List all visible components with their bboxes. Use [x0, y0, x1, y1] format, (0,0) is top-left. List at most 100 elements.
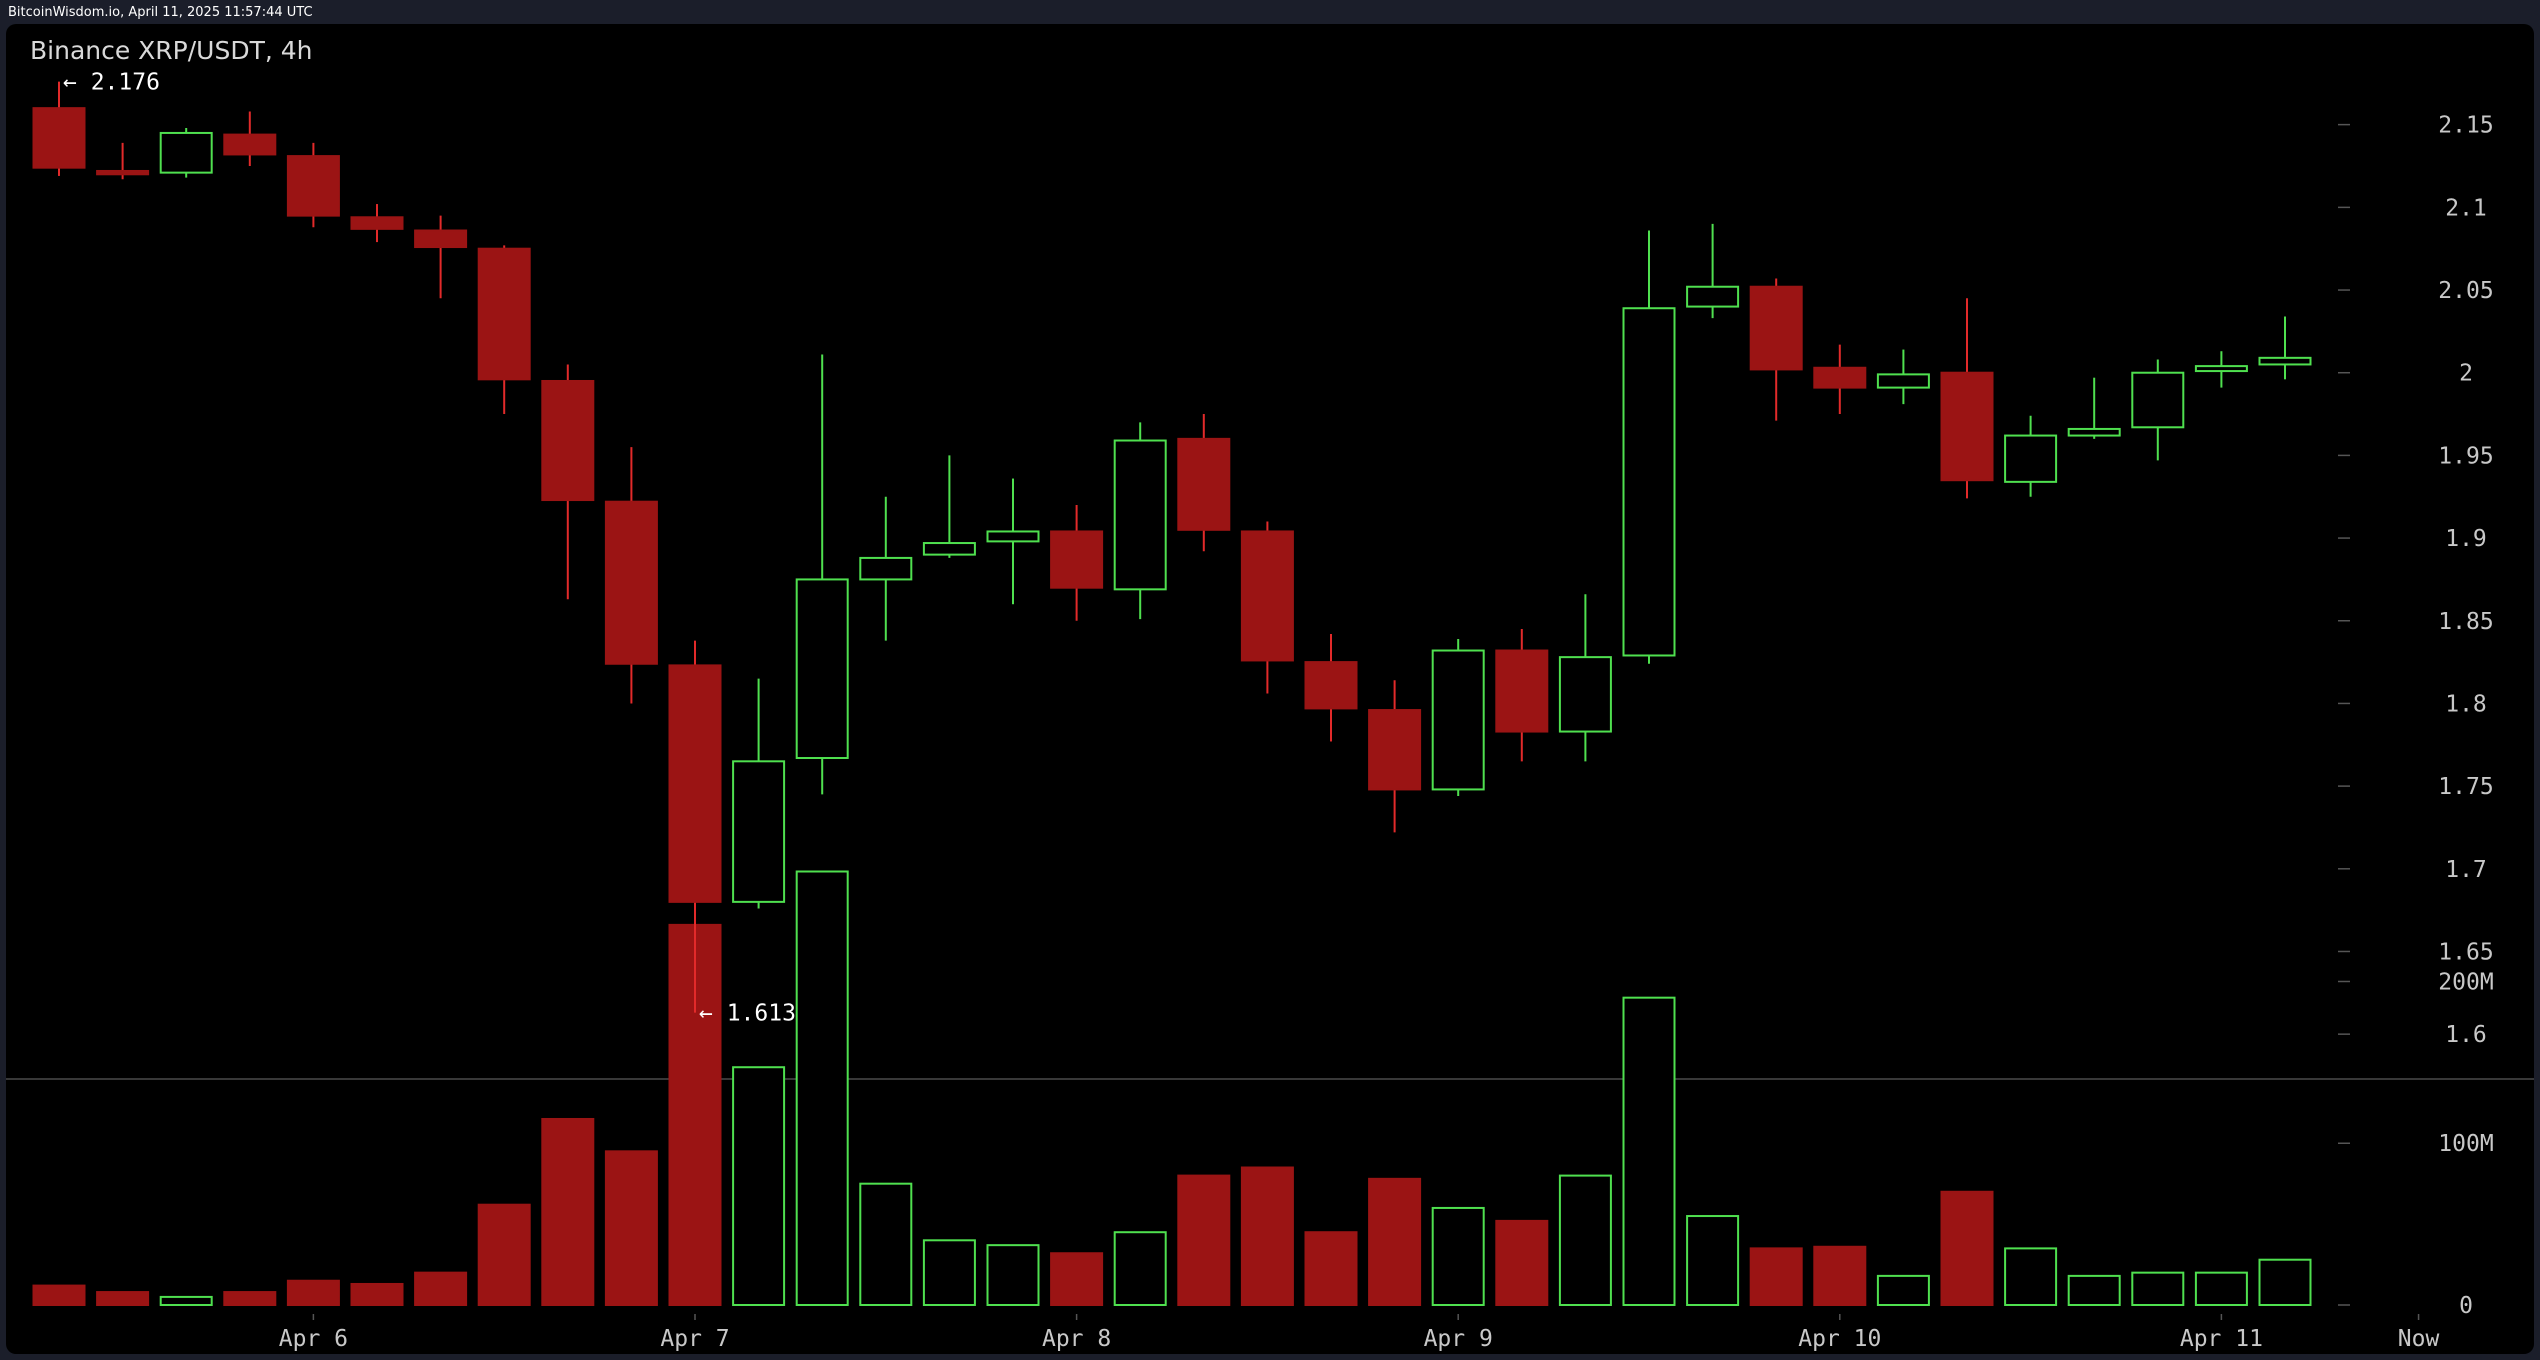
volume-bar	[1622, 996, 1676, 1307]
extreme-price-annotation: ← 1.613	[699, 1001, 796, 1027]
time-tick-label: Apr 9	[1424, 1326, 1493, 1352]
chart-panel: 2.15 2.1 2.05 2 1.95 1.9 1.85 1.8 1.75 1.7 1.65 1.6…	[6, 24, 2534, 1354]
time-tick-label: Apr 8	[1042, 1326, 1111, 1352]
candle-body	[1813, 366, 1867, 389]
volume-bar	[1240, 1166, 1294, 1307]
candle-body	[2004, 434, 2058, 483]
volume-bar	[2004, 1247, 2058, 1307]
volume-bar	[541, 1117, 595, 1306]
candle-body	[477, 247, 531, 381]
candle-body	[2067, 427, 2121, 437]
candle-body	[414, 229, 468, 249]
candle-body	[668, 664, 722, 903]
candle-body	[350, 216, 404, 230]
extreme-price-annotation: ← 2.176	[63, 70, 160, 96]
candle-body	[96, 169, 150, 176]
candle-body	[2258, 356, 2312, 366]
volume-bar	[1368, 1177, 1422, 1306]
volume-bar	[477, 1203, 531, 1306]
candle-body	[795, 578, 849, 760]
volume-bar	[2194, 1271, 2248, 1307]
volume-bar	[2258, 1258, 2312, 1306]
volume-bar	[1749, 1247, 1803, 1307]
candle-body	[1686, 285, 1740, 308]
candle-body	[1050, 530, 1104, 589]
volume-tick-label: 0	[2459, 1293, 2473, 1319]
candle-body	[732, 760, 786, 903]
price-tick-label: 1.8	[2445, 691, 2487, 717]
candle-body	[1240, 530, 1294, 662]
price-tick-label: 1.95	[2438, 443, 2493, 469]
candle-body	[1431, 649, 1485, 791]
chart-canvas: 2.15 2.1 2.05 2 1.95 1.9 1.85 1.8 1.75 1.7 1.65 1.6…	[6, 70, 2534, 1352]
header-bar: BitcoinWisdom.io, April 11, 2025 11:57:4…	[0, 0, 2540, 24]
candle-body	[1304, 661, 1358, 710]
volume-bar	[1686, 1215, 1740, 1306]
volume-bar	[732, 1066, 786, 1307]
volume-bar	[414, 1271, 468, 1307]
volume-bar	[2131, 1271, 2185, 1307]
volume-bar	[1050, 1252, 1104, 1307]
candle-body	[604, 500, 658, 665]
candle-body	[2131, 371, 2185, 429]
volume-bar	[2067, 1274, 2121, 1306]
candle-body	[159, 131, 213, 174]
price-tick-label: 2	[2459, 361, 2473, 387]
price-tick-label: 1.9	[2445, 526, 2487, 552]
candle-body	[1622, 307, 1676, 657]
candle-body	[1495, 649, 1549, 733]
candle-body	[1876, 373, 1930, 389]
volume-bar	[1431, 1206, 1485, 1307]
time-tick-label: Apr 11	[2180, 1326, 2263, 1352]
price-tick-label: 2.15	[2438, 113, 2493, 139]
candle-body	[1177, 437, 1231, 531]
volume-bar	[1495, 1219, 1549, 1306]
volume-bar	[32, 1284, 86, 1307]
candle-body	[1940, 371, 1994, 482]
volume-bar	[286, 1279, 340, 1306]
candle-body	[223, 133, 277, 156]
price-tick-label: 2.1	[2445, 195, 2487, 221]
candle-body	[2194, 365, 2248, 373]
time-tick-label: Now	[2398, 1326, 2440, 1352]
candle-body	[986, 530, 1040, 543]
price-tick-label: 2.05	[2438, 278, 2493, 304]
price-tick-label: 1.75	[2438, 774, 2493, 800]
volume-bar	[1177, 1174, 1231, 1306]
price-tick-label: 1.6	[2445, 1022, 2487, 1048]
volume-tick-label: 100M	[2438, 1131, 2493, 1157]
candle-body	[1368, 709, 1422, 791]
candle-body	[1558, 656, 1612, 733]
volume-bar	[922, 1239, 976, 1306]
volume-bar	[1876, 1274, 1930, 1306]
volume-bar	[604, 1150, 658, 1307]
source-timestamp: BitcoinWisdom.io, April 11, 2025 11:57:4…	[8, 5, 313, 20]
time-tick-label: Apr 7	[660, 1326, 729, 1352]
candle-body	[922, 542, 976, 556]
price-tick-label: 1.7	[2445, 857, 2487, 883]
time-tick-label: Apr 10	[1798, 1326, 1881, 1352]
candle-body	[859, 556, 913, 581]
chart-title: Binance XRP/USDT, 4h	[30, 36, 313, 65]
candle-body	[32, 107, 86, 169]
volume-bar	[96, 1291, 150, 1307]
time-tick-label: Apr 6	[279, 1326, 348, 1352]
volume-bar	[223, 1291, 277, 1307]
volume-bar	[1940, 1190, 1994, 1307]
candle-body	[286, 155, 340, 217]
volume-bar	[1558, 1174, 1612, 1306]
volume-bar	[1813, 1245, 1867, 1307]
volume-bar	[350, 1282, 404, 1306]
volume-bar	[986, 1244, 1040, 1306]
candle-body	[1113, 439, 1167, 591]
candle-body	[541, 379, 595, 502]
volume-bar	[159, 1295, 213, 1306]
price-tick-label: 1.65	[2438, 939, 2493, 965]
volume-bar	[1304, 1231, 1358, 1307]
price-tick-label: 1.85	[2438, 609, 2493, 635]
volume-tick-label: 200M	[2438, 969, 2493, 995]
volume-bar	[795, 870, 849, 1306]
candle-body	[1749, 285, 1803, 371]
volume-bar	[859, 1182, 913, 1306]
volume-bar	[1113, 1231, 1167, 1307]
